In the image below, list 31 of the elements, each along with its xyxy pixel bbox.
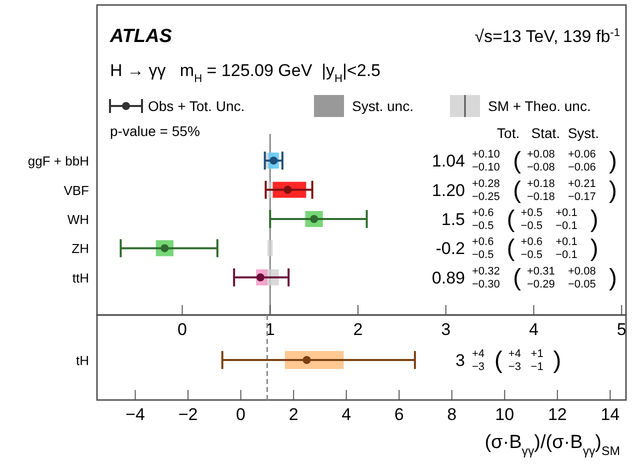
x-tick-label: 4 [342, 405, 352, 424]
x-tick-label: 0 [178, 320, 187, 339]
annotation: p-value = 55% [110, 123, 200, 139]
chart-title: ATLAS [109, 26, 172, 47]
x-tick-label: −4 [126, 405, 145, 424]
chart-subtitle: √s=13 TeV, 139 fb$^{-1}$ [474, 27, 620, 46]
x-tick-label: 12 [548, 405, 567, 424]
x-tick-label: 14 [600, 405, 620, 424]
annotation: Tot. Stat. Syst. [497, 125, 599, 141]
bar [267, 240, 273, 256]
y-tick-label: ZH [72, 241, 89, 256]
x-tick-label: −2 [178, 405, 198, 424]
y-tick-label: WH [67, 212, 89, 227]
x-tick-label: 4 [529, 320, 538, 339]
y-tick-label: VBF [64, 182, 90, 198]
y-tick-label: ggF + bbH [28, 154, 89, 169]
text: H → γγ m$_{H}$ = 125.09 GeV |y$_{H}$|<2.5 [110, 61, 380, 85]
text: Syst. unc. [352, 98, 414, 114]
x-tick-label: 10 [495, 405, 514, 424]
x-tick-label: 2 [353, 320, 363, 339]
x-tick-label: 2 [288, 405, 298, 424]
x-tick-label: 8 [447, 405, 457, 424]
x-tick-label: 5 [616, 320, 626, 339]
y-tick-label: tH [76, 353, 89, 368]
x-tick-label: 0 [236, 405, 246, 424]
x-tick-label: 3 [441, 320, 451, 339]
x-tick-label: 6 [394, 405, 404, 424]
y-tick-label: ttH [72, 270, 89, 286]
x-axis-title: (σ·B$_{γγ}$)/(σ·B$_{γγ}$)$_{SM}$ [484, 432, 620, 458]
text: SM + Theo. unc. [488, 98, 591, 114]
text: Obs + Tot. Unc. [148, 98, 245, 114]
